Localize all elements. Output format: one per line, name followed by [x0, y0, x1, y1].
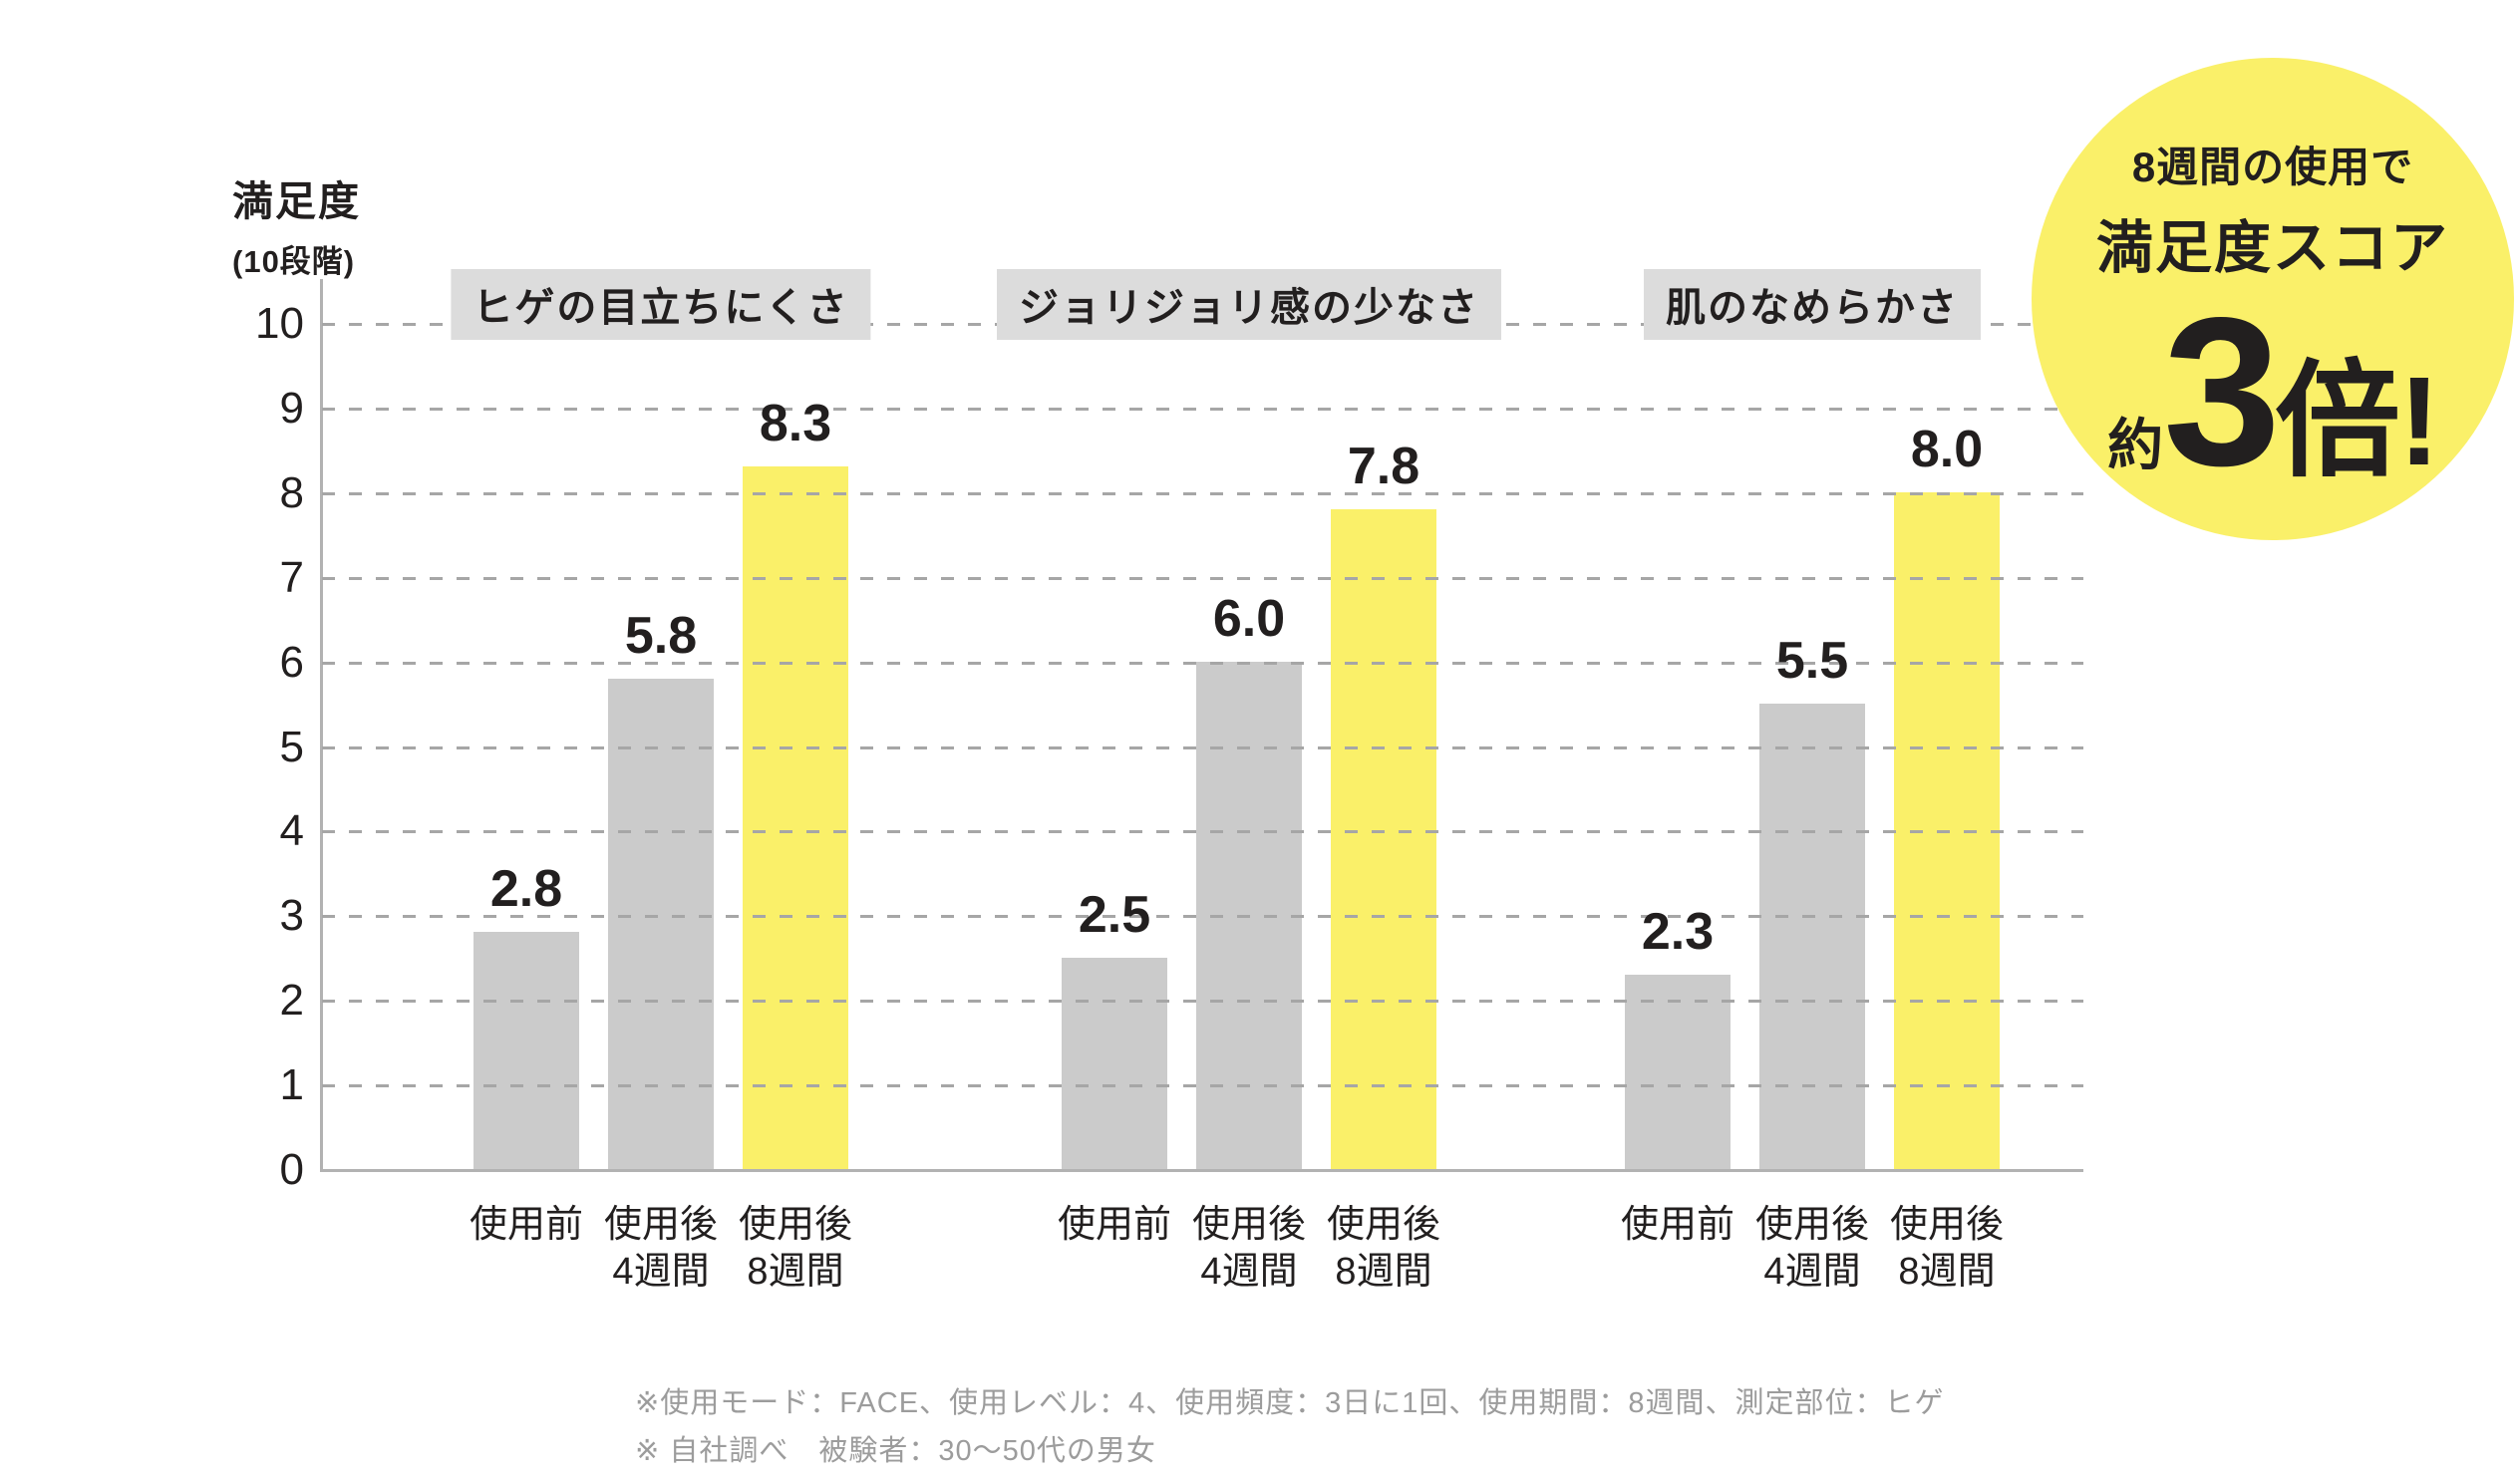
y-tick-label-4: 4 [279, 806, 304, 856]
x-tick-group3-bar3: 使用後 8週間 [1889, 1204, 2005, 1293]
bar-group1-使用後4週間 [608, 678, 714, 1169]
x-axis-line [320, 1169, 2083, 1172]
x-tick-group2-bar3: 使用後 8週間 [1326, 1204, 1441, 1293]
value-label-group2-bar1: 2.5 [1078, 885, 1151, 944]
gridline-9 [322, 407, 2083, 411]
y-tick-label-2: 2 [279, 976, 304, 1026]
y-tick-label-8: 8 [279, 467, 304, 517]
x-tick-group3-bar2: 使用後 4週間 [1754, 1204, 1870, 1293]
bar-group1-使用後8週間 [743, 466, 848, 1169]
x-tick-group1-bar1: 使用前 [469, 1204, 584, 1246]
bar-group2-使用前 [1062, 957, 1167, 1169]
badge-circle: 8週間の使用で 満足度スコア 約3倍! [2032, 58, 2514, 540]
value-label-group2-bar2: 6.0 [1212, 589, 1286, 648]
x-tick-group1-bar3: 使用後 8週間 [738, 1204, 853, 1293]
badge-line1: 8週間の使用で [2131, 144, 2414, 190]
group-title-2: ジョリジョリ感の少なさ [997, 269, 1501, 340]
footnotes: ※使用モード：FACE、使用レベル：4、使用頻度：3日に1回、使用期間：8週間、… [635, 1379, 1945, 1475]
value-label-group1-bar2: 5.8 [624, 606, 698, 665]
footnote-line-2: ※ 自社調べ 被験者：30〜50代の男女 [635, 1435, 1156, 1467]
x-tick-group3-bar1: 使用前 [1620, 1204, 1735, 1246]
value-label-group3-bar2: 5.5 [1775, 632, 1849, 691]
value-label-group1-bar1: 2.8 [489, 860, 563, 919]
gridline-7 [322, 576, 2083, 580]
value-label-group3-bar3: 8.0 [1910, 420, 1984, 478]
y-tick-label-6: 6 [279, 637, 304, 687]
gridline-8 [322, 491, 2083, 495]
gridline-4 [322, 830, 2083, 834]
y-tick-label-10: 10 [255, 299, 304, 348]
bar-group2-使用後8週間 [1331, 508, 1436, 1169]
badge-line3: 約3倍! [2107, 270, 2440, 513]
value-label-group3-bar1: 2.3 [1641, 902, 1715, 961]
y-tick-label-3: 3 [279, 891, 304, 941]
gridline-1 [322, 1084, 2083, 1088]
gridline-6 [322, 661, 2083, 665]
badge-big-number: 3 [2163, 273, 2281, 509]
value-label-group1-bar3: 8.3 [759, 395, 832, 453]
y-tick-label-7: 7 [279, 552, 304, 602]
x-tick-group1-bar2: 使用後 4週間 [603, 1204, 719, 1293]
bar-group1-使用前 [473, 932, 579, 1169]
bar-group3-使用後4週間 [1759, 704, 1865, 1169]
badge-line2: 満足度スコア [2096, 216, 2449, 280]
gridline-2 [322, 1000, 2083, 1004]
y-axis-title-sub: (10段階) [232, 244, 356, 279]
y-tick-label-5: 5 [279, 722, 304, 771]
x-tick-group2-bar2: 使用後 4週間 [1191, 1204, 1307, 1293]
value-label-group2-bar3: 7.8 [1347, 437, 1420, 495]
y-tick-label-0: 0 [279, 1145, 304, 1194]
y-axis-line [320, 279, 323, 1170]
plot-area: 0 1 2 3 4 5 6 7 8 9 10 2.8 使用前 5.8 使用後 4週間 8.3 使用後 8週間 2… [255, 279, 2083, 1293]
gridline-5 [322, 745, 2083, 749]
badge-big-suffix: 倍! [2274, 351, 2440, 491]
group-title-1: ヒゲの目立ちにくさ [451, 269, 871, 340]
badge-approx-label: 約 [2107, 414, 2164, 476]
y-tick-label-1: 1 [279, 1060, 304, 1110]
x-tick-group2-bar1: 使用前 [1057, 1204, 1172, 1246]
y-tick-label-9: 9 [279, 383, 304, 433]
bar-group3-使用前 [1625, 974, 1731, 1169]
footnote-line-1: ※使用モード：FACE、使用レベル：4、使用頻度：3日に1回、使用期間：8週間、… [635, 1387, 1945, 1419]
y-axis-title-main: 満足度 [232, 178, 361, 224]
group-title-3: 肌のなめらかさ [1644, 269, 1981, 340]
y-axis-title: 満足度 (10段階) [232, 167, 361, 281]
gridline-3 [322, 915, 2083, 919]
